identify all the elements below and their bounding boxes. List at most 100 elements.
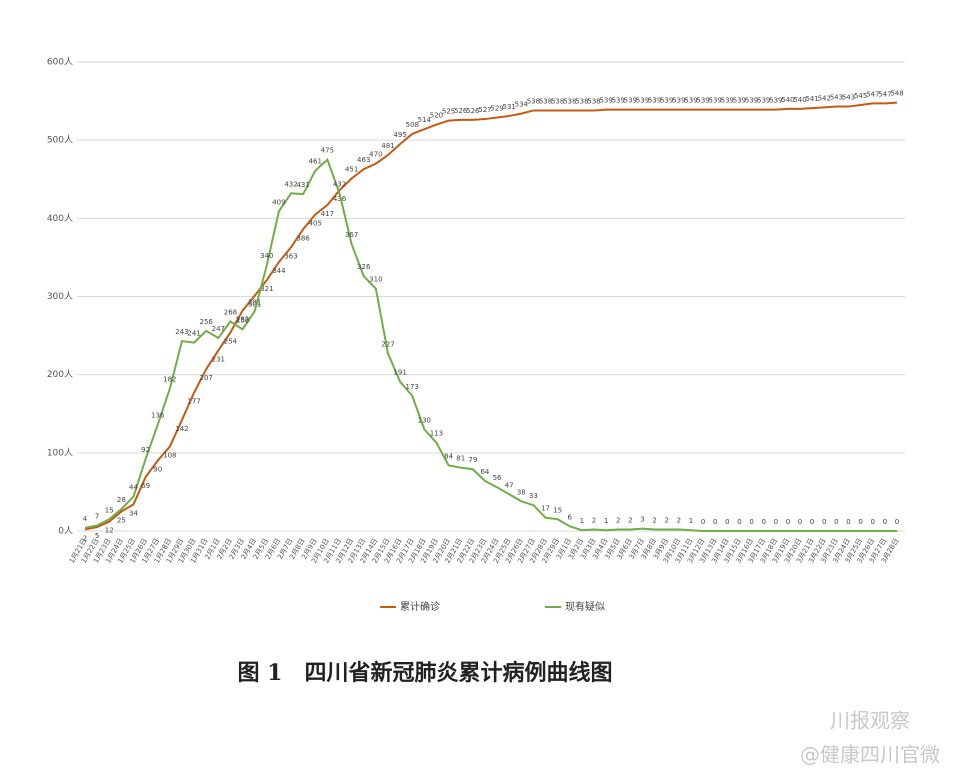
data-label: 386 xyxy=(296,234,310,242)
data-label: 367 xyxy=(345,231,358,239)
data-label: 0 xyxy=(749,518,753,526)
data-label: 539 xyxy=(684,97,697,105)
data-label: 25 xyxy=(117,516,126,524)
data-label: 538 xyxy=(575,97,588,105)
data-label: 526 xyxy=(454,107,468,115)
data-label: 539 xyxy=(599,97,612,105)
data-label: 44 xyxy=(129,484,138,492)
data-label: 431 xyxy=(296,181,309,189)
data-label: 538 xyxy=(563,97,576,105)
data-label: 15 xyxy=(553,506,562,514)
data-label: 543 xyxy=(842,94,855,102)
data-label: 173 xyxy=(406,383,419,391)
watermark: 川报观察 xyxy=(830,709,910,733)
data-label: 79 xyxy=(468,456,477,464)
data-label: 0 xyxy=(834,518,838,526)
data-label: 310 xyxy=(369,276,382,284)
legend-label: 现有疑似 xyxy=(565,600,605,613)
data-label: 1 xyxy=(604,517,608,525)
data-label: 231 xyxy=(212,355,225,363)
data-label: 326 xyxy=(357,263,371,271)
data-label: 0 xyxy=(822,518,826,526)
data-label: 481 xyxy=(381,142,394,150)
data-label: 321 xyxy=(260,285,273,293)
data-label: 0 xyxy=(737,518,741,526)
data-label: 0 xyxy=(846,518,850,526)
data-label: 2 xyxy=(83,534,87,542)
data-label: 539 xyxy=(612,97,625,105)
data-label: 539 xyxy=(648,97,661,105)
data-label: 1 xyxy=(580,517,584,525)
series-line xyxy=(84,157,897,532)
data-label: 538 xyxy=(539,97,552,105)
data-label: 2 xyxy=(664,516,668,524)
data-label: 547 xyxy=(878,90,891,98)
data-label: 0 xyxy=(810,518,814,526)
legend-label: 累计确诊 xyxy=(400,600,440,613)
y-tick-label: 300人 xyxy=(47,291,73,302)
data-label: 525 xyxy=(442,108,455,116)
data-label: 463 xyxy=(357,156,370,164)
data-label: 436 xyxy=(333,195,347,203)
y-tick-label: 100人 xyxy=(47,447,73,458)
data-label: 7 xyxy=(95,513,99,521)
data-label: 541 xyxy=(805,95,818,103)
data-label: 340 xyxy=(260,252,273,260)
data-label: 461 xyxy=(309,158,322,166)
data-label: 409 xyxy=(272,198,285,206)
y-tick-label: 0人 xyxy=(58,526,73,537)
data-label: 47 xyxy=(505,481,514,489)
data-label: 256 xyxy=(200,318,214,326)
y-tick-label: 200人 xyxy=(47,369,73,380)
data-label: 539 xyxy=(745,97,758,105)
data-label: 432 xyxy=(284,180,297,188)
data-label: 12 xyxy=(105,527,114,535)
data-label: 0 xyxy=(871,518,875,526)
data-label: 545 xyxy=(854,92,867,100)
data-label: 0 xyxy=(774,518,778,526)
data-label: 17 xyxy=(541,505,550,513)
data-label: 470 xyxy=(369,151,382,159)
data-label: 6 xyxy=(568,513,573,521)
data-label: 207 xyxy=(200,374,213,382)
data-label: 0 xyxy=(883,518,887,526)
data-label: 142 xyxy=(175,425,188,433)
data-label: 405 xyxy=(309,219,322,227)
data-label: 432 xyxy=(333,180,346,188)
data-label: 136 xyxy=(151,412,165,420)
data-label: 177 xyxy=(187,398,200,406)
data-label: 258 xyxy=(236,316,249,324)
data-label: 5 xyxy=(95,532,99,540)
data-label: 539 xyxy=(696,97,709,105)
data-label: 540 xyxy=(781,96,794,104)
watermark: @健康四川官微 xyxy=(800,743,940,767)
data-label: 227 xyxy=(381,341,394,349)
data-label: 527 xyxy=(478,106,491,114)
data-label: 247 xyxy=(212,325,225,333)
data-label: 2 xyxy=(652,516,656,524)
series-line xyxy=(84,101,898,531)
data-label: 451 xyxy=(345,165,358,173)
data-label: 15 xyxy=(105,506,114,514)
data-label: 539 xyxy=(769,97,782,105)
data-label: 281 xyxy=(248,298,261,306)
data-label: 539 xyxy=(733,97,746,105)
y-tick-label: 600人 xyxy=(47,57,73,68)
data-label: 539 xyxy=(721,97,734,105)
data-label: 90 xyxy=(153,466,162,474)
data-label: 108 xyxy=(163,452,176,460)
data-label: 92 xyxy=(141,446,150,454)
data-label: 539 xyxy=(660,97,673,105)
data-label: 69 xyxy=(141,482,150,490)
data-label: 254 xyxy=(224,337,238,345)
caption: 图 1 四川省新冠肺炎累计病例曲线图 xyxy=(238,660,613,686)
data-label: 2 xyxy=(592,516,596,524)
y-tick-label: 400人 xyxy=(47,213,73,224)
data-label: 268 xyxy=(224,309,237,317)
data-label: 0 xyxy=(761,518,765,526)
data-label: 538 xyxy=(527,97,540,105)
data-label: 529 xyxy=(490,104,503,112)
data-label: 33 xyxy=(529,492,538,500)
data-label: 531 xyxy=(502,103,515,111)
data-label: 182 xyxy=(163,376,176,384)
